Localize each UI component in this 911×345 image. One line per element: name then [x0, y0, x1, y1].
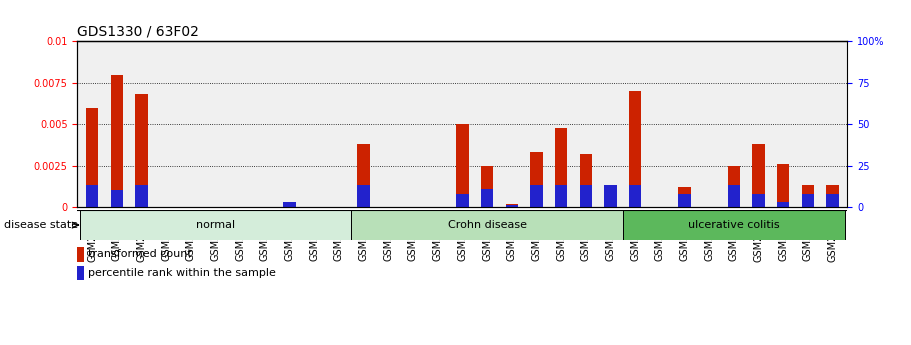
Bar	[777, 202, 789, 207]
Bar	[678, 187, 691, 207]
Bar	[579, 154, 592, 207]
Bar	[506, 205, 517, 207]
Bar	[80, 210, 352, 240]
Bar	[530, 186, 543, 207]
Bar	[579, 186, 592, 207]
Bar	[357, 186, 370, 207]
Bar	[826, 186, 839, 207]
Bar	[752, 144, 764, 207]
Bar	[111, 75, 123, 207]
Text: percentile rank within the sample: percentile rank within the sample	[88, 268, 276, 278]
Bar	[111, 190, 123, 207]
Bar	[136, 95, 148, 207]
Text: normal: normal	[196, 220, 235, 230]
Bar	[728, 166, 740, 207]
Bar	[481, 189, 493, 207]
Bar	[555, 186, 568, 207]
Bar	[456, 124, 468, 207]
Bar	[481, 166, 493, 207]
Bar	[777, 164, 789, 207]
Bar	[77, 266, 85, 280]
Bar	[728, 186, 740, 207]
Bar	[678, 194, 691, 207]
Text: ulcerative colitis: ulcerative colitis	[688, 220, 780, 230]
Text: Crohn disease: Crohn disease	[447, 220, 527, 230]
Bar	[357, 144, 370, 207]
Bar	[77, 247, 85, 262]
Text: transformed count: transformed count	[88, 249, 192, 259]
Bar	[623, 210, 844, 240]
Bar	[802, 186, 814, 207]
Bar	[506, 204, 517, 207]
Bar	[629, 91, 641, 207]
Bar	[136, 186, 148, 207]
Bar	[826, 194, 839, 207]
Bar	[802, 194, 814, 207]
Text: GDS1330 / 63F02: GDS1330 / 63F02	[77, 25, 200, 39]
Bar	[629, 186, 641, 207]
Text: disease state: disease state	[4, 220, 78, 230]
Bar	[86, 108, 98, 207]
Bar	[352, 210, 623, 240]
Bar	[86, 186, 98, 207]
Bar	[604, 186, 617, 207]
Bar	[530, 152, 543, 207]
Bar	[283, 202, 296, 207]
Bar	[456, 194, 468, 207]
Bar	[555, 128, 568, 207]
Bar	[752, 194, 764, 207]
